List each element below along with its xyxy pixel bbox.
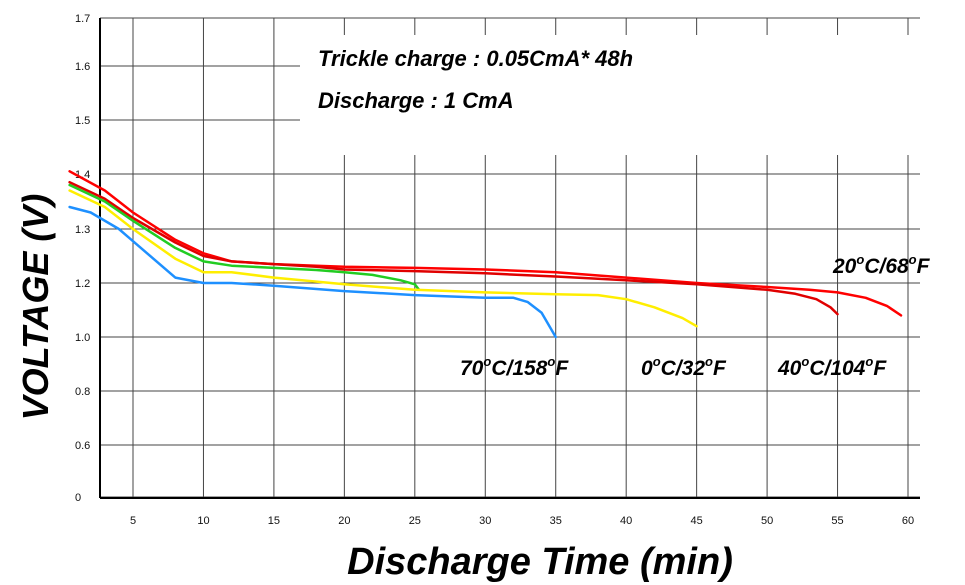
y-tick-label: 1.5 [75,115,90,127]
annotation-trickle-charge: Trickle charge : 0.05CmA* 48h [318,46,633,71]
axes [99,18,920,499]
x-tick-label: 5 [130,515,136,527]
series-label-20c: 20oC/68oF [832,252,931,278]
x-tick-label: 50 [761,515,773,527]
y-tick-label: 1.7 [75,13,90,25]
x-tick-labels: 5 10 15 20 25 30 35 40 45 50 55 60 [130,515,914,527]
y-tick-label: 0.6 [75,440,90,452]
series-line-2 [68,183,421,292]
x-tick-label: 10 [197,515,209,527]
x-tick-label: 15 [268,515,280,527]
y-tick-label: 1.4 [75,169,90,181]
x-tick-label: 35 [550,515,562,527]
note-box [300,35,920,155]
x-tick-label: 25 [409,515,421,527]
y-tick-label: 0.8 [75,386,90,398]
series-line-1 [68,180,839,316]
x-tick-label: 45 [691,515,703,527]
y-tick-label: 0 [75,492,81,504]
x-tick-label: 30 [479,515,491,527]
x-tick-label: 60 [902,515,914,527]
x-axis-label: Discharge Time (min) [347,541,733,583]
series-label-0c: 0oC/32oF [641,354,727,380]
x-tick-label: 40 [620,515,632,527]
series-line-4 [68,205,557,339]
series-line-0 [68,170,903,317]
series-label-40c: 40oC/104oF [777,354,887,380]
annotation-discharge-rate: Discharge : 1 CmA [318,88,514,113]
series-line-3 [68,189,698,328]
x-tick-label: 55 [831,515,843,527]
grid [100,17,920,498]
series-lines [68,170,903,339]
y-tick-label: 1.6 [75,61,90,73]
y-tick-label: 1.0 [75,332,90,344]
y-tick-labels: 0 0.6 0.8 1.0 1.2 1.3 1.4 1.5 1.6 1.7 [75,13,90,504]
y-tick-label: 1.3 [75,224,90,236]
x-tick-label: 20 [338,515,350,527]
y-tick-label: 1.2 [75,278,90,290]
y-axis-label: VOLTAGE (V) [15,194,56,421]
series-label-70c: 70oC/158oF [460,354,569,380]
